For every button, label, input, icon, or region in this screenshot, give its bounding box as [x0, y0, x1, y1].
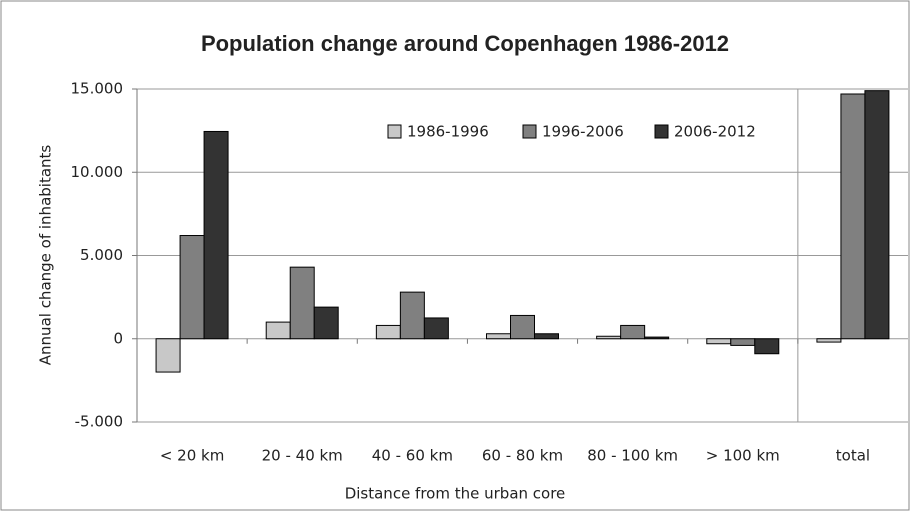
bar	[313, 306, 339, 340]
bar	[534, 333, 559, 340]
legend-label: 1996-2006	[542, 123, 624, 141]
y-axis-label: Annual change of inhabitants	[37, 145, 55, 366]
bar	[864, 90, 890, 340]
bar	[375, 324, 401, 340]
x-axis-label: Distance from the urban core	[345, 485, 566, 503]
bar	[840, 93, 866, 340]
legend-swatch	[387, 124, 402, 139]
bar	[423, 317, 449, 340]
x-tick-label: 40 - 60 km	[372, 447, 453, 465]
legend-swatch	[522, 124, 537, 139]
bar	[730, 338, 756, 346]
x-tick-label: < 20 km	[160, 447, 225, 465]
bar	[816, 338, 842, 343]
bar	[289, 266, 315, 340]
bar	[706, 338, 732, 345]
bar	[486, 333, 511, 340]
x-tick-label: 20 - 40 km	[262, 447, 343, 465]
x-tick-label: 60 - 80 km	[482, 447, 563, 465]
x-tick-label: > 100 km	[706, 447, 780, 465]
bar	[399, 291, 425, 340]
bar	[596, 335, 622, 340]
bar	[203, 130, 229, 340]
bar	[179, 235, 205, 340]
y-tick-label: 0	[113, 329, 123, 347]
x-tick-label: total	[836, 447, 870, 465]
bar	[620, 324, 646, 340]
legend-swatch	[654, 124, 669, 139]
y-tick-label: 15.000	[71, 80, 124, 98]
bar	[155, 338, 181, 373]
legend-label: 1986-1996	[407, 123, 489, 141]
bar	[265, 321, 291, 340]
legend-label: 2006-2012	[674, 123, 756, 141]
bar	[644, 336, 670, 340]
bar	[510, 314, 535, 340]
chart-title: Population change around Copenhagen 1986…	[201, 31, 729, 56]
y-tick-label: 10.000	[71, 163, 124, 181]
x-tick-label: 80 - 100 km	[587, 447, 678, 465]
y-tick-label: -5.000	[75, 413, 123, 431]
y-tick-label: 5.000	[80, 246, 123, 264]
bar	[754, 338, 780, 355]
